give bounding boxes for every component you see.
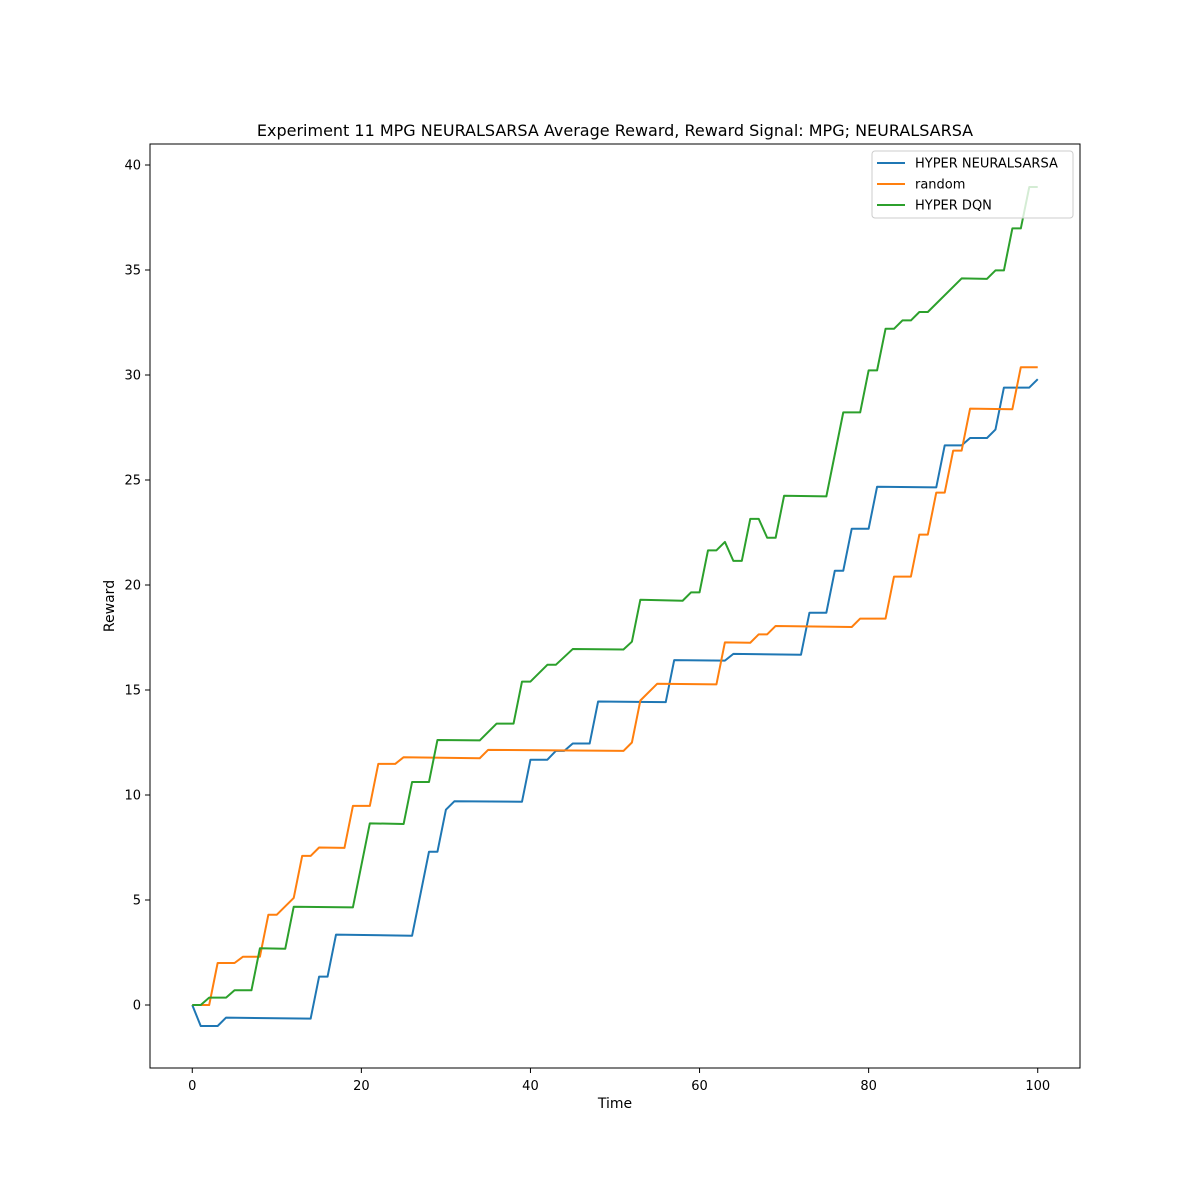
legend-label-2: HYPER DQN	[915, 199, 992, 214]
legend: HYPER NEURALSARSA random HYPER DQN	[871, 150, 1074, 219]
legend-label-1: random	[915, 178, 965, 193]
plot-area-frame	[149, 143, 1081, 1069]
y-axis-label: Reward	[102, 580, 118, 632]
series-layer	[191, 186, 1039, 1027]
x-axis: 0 20 40 60 80 100	[188, 1068, 1050, 1094]
series-line-0	[191, 378, 1039, 1027]
y-tick-label: 5	[133, 894, 141, 909]
x-tick-label: 60	[691, 1079, 708, 1094]
y-tick-label: 10	[124, 789, 141, 804]
legend-entries: HYPER NEURALSARSA random HYPER DQN	[877, 157, 1058, 214]
x-tick-label: 100	[1025, 1079, 1050, 1094]
y-tick-label: 35	[124, 264, 141, 279]
x-tick-label: 20	[353, 1079, 370, 1094]
x-tick-label: 80	[860, 1079, 877, 1094]
x-tick-label: 0	[188, 1079, 196, 1094]
x-tick-label: 40	[522, 1079, 539, 1094]
series-line-2	[192, 186, 1038, 1006]
y-tick-label: 20	[124, 579, 141, 594]
y-tick-label: 40	[124, 159, 141, 174]
x-axis-label: Time	[597, 1096, 632, 1112]
y-tick-label: 15	[124, 684, 141, 699]
y-tick-label: 25	[124, 474, 141, 489]
y-axis: 0 5 10 15 20 25 30 35 40	[124, 159, 150, 1014]
chart-title: Experiment 11 MPG NEURALSARSA Average Re…	[257, 121, 973, 140]
legend-label-0: HYPER NEURALSARSA	[915, 157, 1058, 172]
y-tick-label: 0	[133, 999, 141, 1014]
series-line-1	[192, 366, 1038, 1006]
legend-box	[871, 150, 1074, 219]
y-tick-label: 30	[124, 369, 141, 384]
